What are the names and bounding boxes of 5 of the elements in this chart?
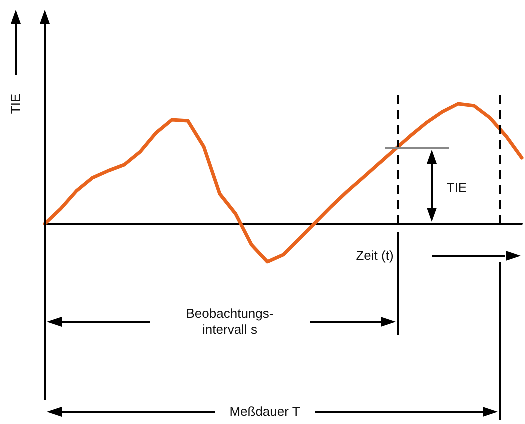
text: Beobachtungs- intervall s — [150, 306, 310, 338]
text: Meßdauer T — [215, 404, 315, 420]
y-axis-title: TIE — [8, 92, 24, 116]
x-axis-title: Zeit (t) — [355, 248, 395, 264]
annotation: TIE — [446, 180, 468, 196]
